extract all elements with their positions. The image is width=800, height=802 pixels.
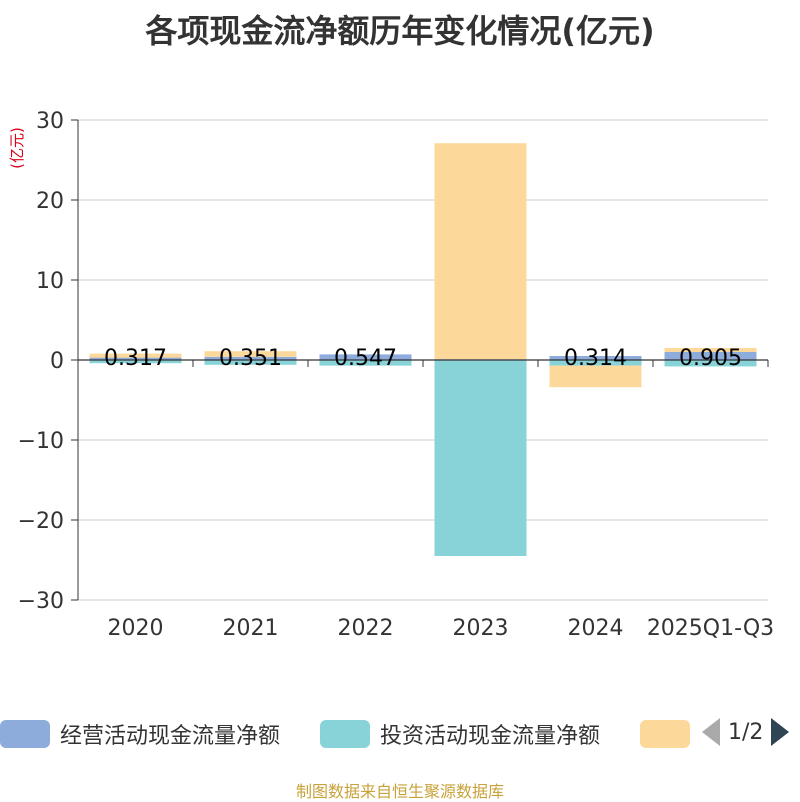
cashflow-bar-chart: 30 20 10 0 −10 −20 −30 2020 2021 2022 2023 2024 2025… <box>8 109 775 641</box>
data-label: 0.547 <box>334 346 397 371</box>
y-tick-label: −10 <box>18 429 64 454</box>
bar-series-0-2[interactable] <box>319 354 412 360</box>
bar-series-2-0[interactable] <box>89 353 182 358</box>
pager-page-indicator: 1/2 <box>728 719 764 745</box>
bar-series-0-4[interactable] <box>549 356 642 360</box>
legend-item-investing[interactable]: 投资活动现金流量净额 <box>320 716 600 752</box>
y-tick-label: −20 <box>18 509 64 534</box>
bar-series-0-5[interactable] <box>664 352 757 360</box>
bar-series-0-1[interactable] <box>204 356 297 360</box>
y-tick-label: −30 <box>18 589 64 614</box>
y-tick-label: 10 <box>36 269 64 294</box>
legend-swatch-operating <box>0 720 50 748</box>
bar-series-2-4[interactable] <box>549 365 642 388</box>
axes <box>71 119 769 601</box>
y-tick-label: 30 <box>36 109 64 134</box>
legend-label-investing: 投资活动现金流量净额 <box>380 724 601 749</box>
bar-series-1-3[interactable] <box>434 360 527 556</box>
bar-series-1-1[interactable] <box>204 360 297 365</box>
x-tick-label: 2024 <box>568 616 624 641</box>
x-tick-label: 2022 <box>338 616 394 641</box>
bar-series-1-2[interactable] <box>319 360 412 366</box>
source-note: 制图数据来自恒生聚源数据库 <box>295 782 504 801</box>
x-tick-label: 2025Q1-Q3 <box>647 616 774 641</box>
bar-series-0-0[interactable] <box>89 357 182 360</box>
bar-series-1-0[interactable] <box>89 360 182 364</box>
bar-series-2-5[interactable] <box>664 348 757 352</box>
bar-series-1-5[interactable] <box>664 360 757 367</box>
bar-series-2-1[interactable] <box>204 351 297 357</box>
pager-next-icon[interactable] <box>771 718 790 746</box>
x-tick-label: 2020 <box>108 616 164 641</box>
legend-swatch-third <box>640 720 690 748</box>
legend-item-third[interactable] <box>640 716 700 752</box>
data-label: 0.314 <box>564 346 627 371</box>
data-labels: 0.317 0.351 0.547 0.314 0.905 <box>104 346 742 371</box>
legend-item-operating[interactable]: 经营活动现金流量净额 <box>0 716 280 752</box>
chart-title: 各项现金流净额历年变化情况(亿元) <box>145 12 655 50</box>
legend: 经营活动现金流量净额 投资活动现金流量净额 <box>0 716 800 756</box>
legend-label-operating: 经营活动现金流量净额 <box>60 724 281 749</box>
bar-series-1-4[interactable] <box>549 360 642 366</box>
bar-series-2-3[interactable] <box>434 143 527 360</box>
data-label: 0.905 <box>679 346 742 371</box>
x-tick-label: 2021 <box>223 616 279 641</box>
y-tick-label: 20 <box>36 189 64 214</box>
legend-pager: 1/2 <box>702 718 790 746</box>
y-tick-label: 0 <box>50 349 64 374</box>
bars <box>89 143 757 556</box>
tick-labels: 30 20 10 0 −10 −20 −30 2020 2021 2022 2023 2024 2025… <box>18 109 775 641</box>
pager-prev-icon[interactable] <box>702 718 720 746</box>
legend-swatch-investing <box>320 720 370 748</box>
data-label: 0.317 <box>104 346 167 371</box>
data-label: 0.351 <box>219 346 282 371</box>
y-axis-label: (亿元) <box>8 127 26 169</box>
x-tick-label: 2023 <box>453 616 509 641</box>
